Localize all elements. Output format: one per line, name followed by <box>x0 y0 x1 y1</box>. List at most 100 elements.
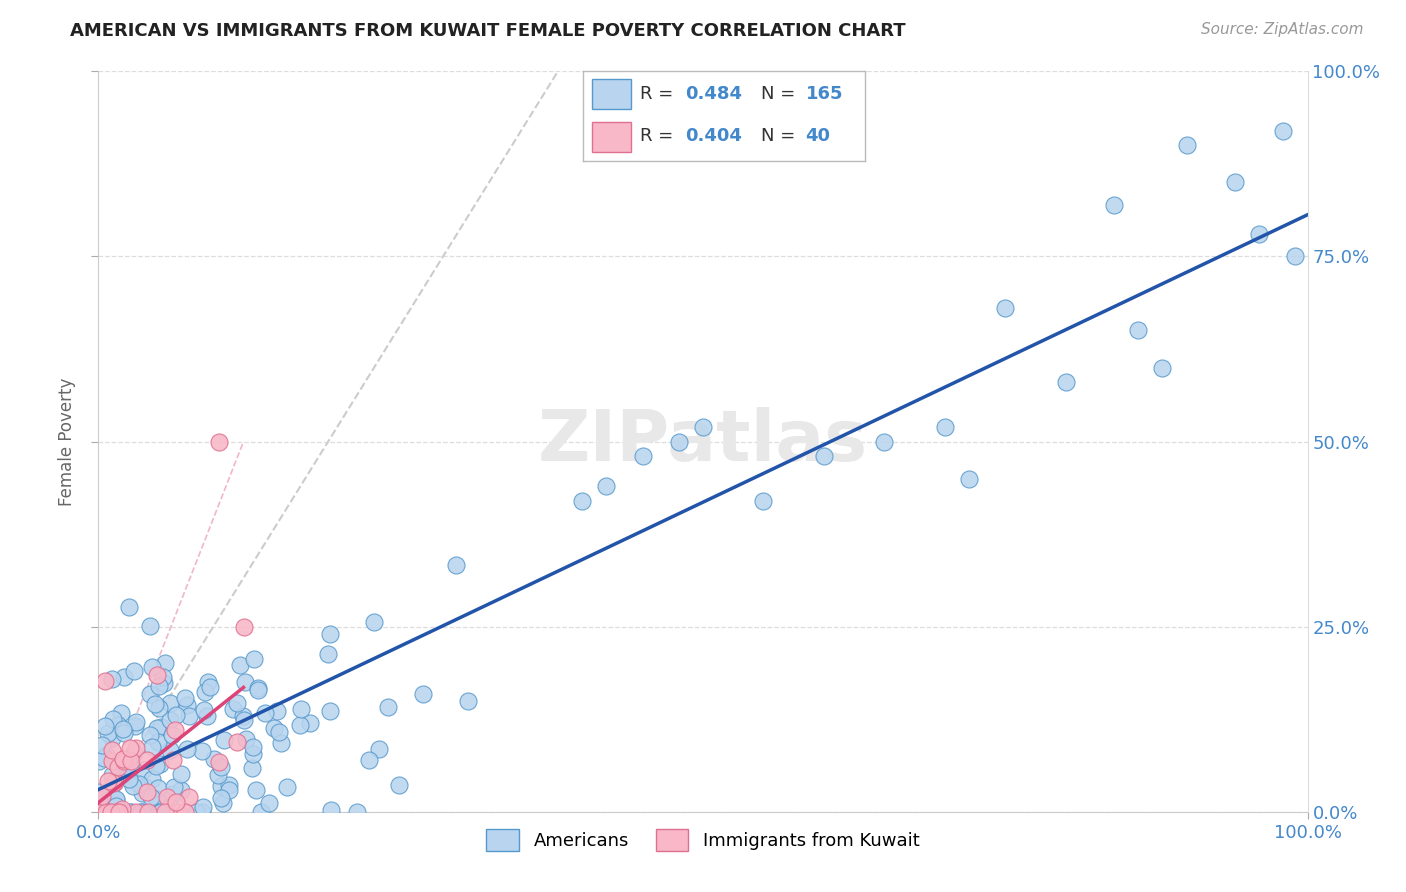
Point <box>91 805 114 819</box>
Point <box>174 805 197 819</box>
Text: AMERICAN VS IMMIGRANTS FROM KUWAIT FEMALE POVERTY CORRELATION CHART: AMERICAN VS IMMIGRANTS FROM KUWAIT FEMAL… <box>70 22 905 40</box>
Point <box>150 720 173 734</box>
Point <box>170 767 193 781</box>
Point <box>125 715 148 730</box>
Point <box>631 450 654 464</box>
Bar <box>592 79 631 109</box>
Point <box>221 702 243 716</box>
Point <box>179 789 201 804</box>
Point <box>267 725 290 739</box>
Point <box>148 679 170 693</box>
Point <box>101 776 124 790</box>
Point <box>90 738 112 752</box>
Point <box>266 704 288 718</box>
Point <box>194 685 217 699</box>
Bar <box>592 122 631 152</box>
Point <box>135 753 157 767</box>
Text: R =: R = <box>640 128 679 145</box>
Point <box>226 735 249 749</box>
Point <box>122 665 145 679</box>
Point <box>363 615 385 630</box>
Point <box>118 759 141 773</box>
Point <box>118 740 141 755</box>
Point <box>202 752 225 766</box>
Point <box>132 763 155 777</box>
Point <box>104 805 127 819</box>
Point <box>141 789 163 804</box>
Point <box>1175 138 1198 153</box>
Point <box>174 691 197 706</box>
Point <box>162 787 184 801</box>
Point <box>104 799 127 814</box>
Point <box>107 718 129 732</box>
Point <box>105 797 128 811</box>
Point <box>94 674 117 689</box>
Point <box>105 793 128 807</box>
Point <box>240 761 263 775</box>
Y-axis label: Female Poverty: Female Poverty <box>58 377 76 506</box>
Point <box>198 680 221 694</box>
Point <box>159 800 181 814</box>
Point <box>97 774 120 789</box>
Point <box>120 761 142 775</box>
Point <box>112 754 135 768</box>
Text: 0.404: 0.404 <box>685 128 741 145</box>
Point <box>211 796 233 810</box>
Point <box>243 652 266 666</box>
Point <box>160 727 183 741</box>
Point <box>571 493 593 508</box>
Point <box>91 805 114 819</box>
Point <box>595 479 617 493</box>
Text: 40: 40 <box>806 128 831 145</box>
Point <box>87 785 110 799</box>
Point <box>111 722 134 736</box>
Point <box>112 768 135 782</box>
Point <box>169 783 191 797</box>
Point <box>112 670 135 684</box>
Point <box>90 789 112 804</box>
Point <box>149 805 172 819</box>
Point <box>245 783 267 797</box>
Point <box>873 434 896 449</box>
Point <box>276 780 298 794</box>
Point <box>229 658 252 673</box>
Point <box>118 805 141 819</box>
Point <box>1152 360 1174 375</box>
Point <box>100 742 122 756</box>
Point <box>1054 376 1077 390</box>
Point <box>1223 175 1246 190</box>
Point <box>145 791 167 805</box>
Point <box>149 757 172 772</box>
Point <box>120 805 142 819</box>
Point <box>233 674 256 689</box>
Point <box>184 805 207 819</box>
Point <box>101 672 124 686</box>
Point <box>359 753 381 767</box>
Point <box>112 726 135 740</box>
Point <box>104 805 127 819</box>
Point <box>1284 250 1306 264</box>
Point <box>191 805 214 819</box>
Point <box>90 805 112 819</box>
Point <box>412 687 434 701</box>
Point <box>263 721 285 735</box>
Point <box>253 706 276 720</box>
Point <box>122 779 145 793</box>
Point <box>257 796 280 810</box>
Point <box>101 768 124 782</box>
Point <box>93 805 115 819</box>
Point <box>692 419 714 434</box>
Point <box>165 708 187 723</box>
Point <box>388 778 411 792</box>
Point <box>132 805 155 819</box>
Point <box>159 696 181 710</box>
Point <box>668 434 690 449</box>
Point <box>1249 227 1271 242</box>
Point <box>159 713 181 727</box>
Point <box>100 804 122 818</box>
Point <box>112 751 135 765</box>
Point <box>146 735 169 749</box>
Point <box>176 741 198 756</box>
Point <box>139 687 162 701</box>
Point <box>233 713 256 727</box>
